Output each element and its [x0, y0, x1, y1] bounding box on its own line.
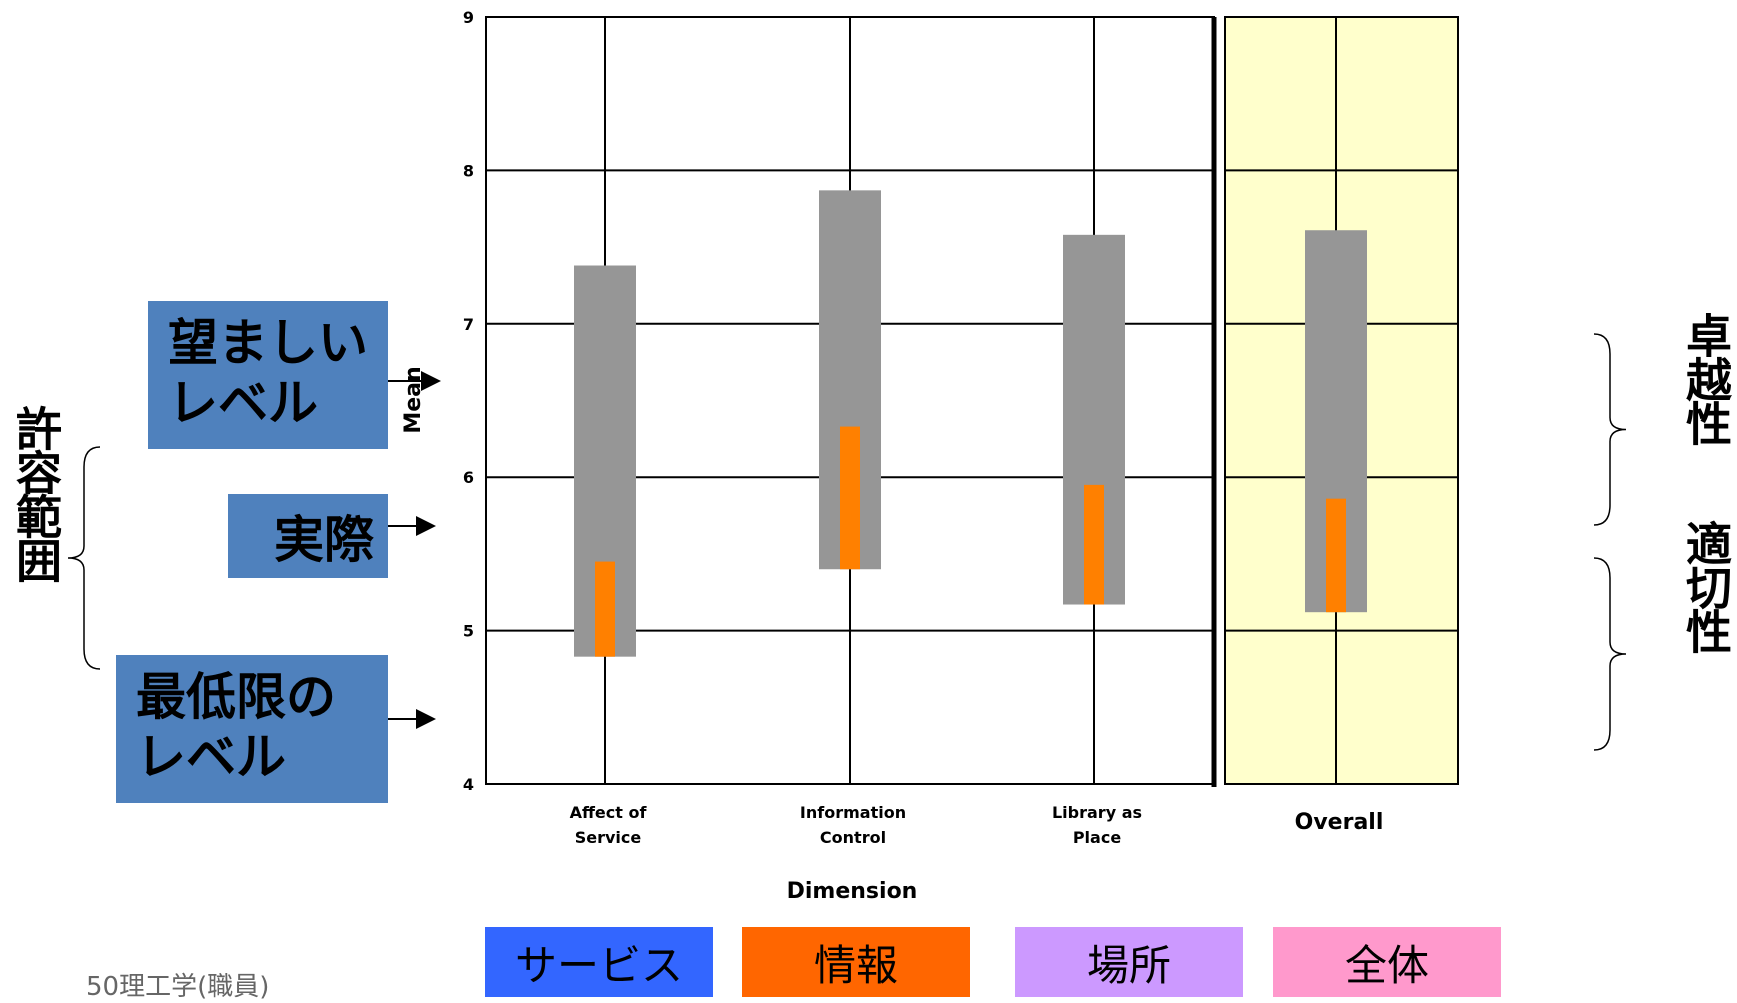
x-axis-label: Dimension	[787, 879, 918, 904]
superiority-label: 卓越性	[1679, 312, 1733, 444]
legend-overall: 全体	[1273, 927, 1501, 997]
tolerance-range-label: 許容範囲	[9, 405, 63, 581]
x-tick-label: Overall	[1295, 810, 1384, 835]
y-axis-label: Mean	[401, 366, 426, 433]
legend-service: サービス	[485, 927, 713, 997]
tolerance-brace	[67, 446, 101, 670]
perceived-bar	[840, 426, 860, 570]
desired-level-label: 望ましい レベル	[148, 301, 388, 449]
y-tick-label: 4	[463, 775, 474, 794]
minimum-level-label: 最低限の レベル	[116, 655, 388, 803]
x-tick-label: Place	[1073, 828, 1121, 847]
y-tick-label: 6	[463, 468, 474, 487]
perceived-bar	[1084, 484, 1104, 605]
perceived-bar	[1326, 498, 1346, 613]
superiority-brace	[1593, 333, 1627, 526]
perceived-level-label: 実際	[228, 494, 388, 578]
adequacy-brace	[1593, 557, 1627, 751]
adequacy-label: 適切性	[1680, 520, 1732, 652]
perceived-bar	[595, 561, 615, 657]
x-tick-label: Library as	[1052, 803, 1142, 822]
x-tick-label: Affect of	[570, 803, 648, 822]
y-tick-label: 9	[463, 8, 474, 27]
x-tick-label: Control	[820, 828, 886, 847]
y-tick-label: 5	[463, 622, 474, 641]
footer-caption: 50理工学(職員)	[86, 972, 270, 1002]
y-tick-label: 8	[463, 161, 474, 180]
legend-information: 情報	[742, 927, 970, 997]
x-tick-label: Service	[575, 828, 642, 847]
legend-place: 場所	[1015, 927, 1243, 997]
x-tick-label: Information	[800, 803, 906, 822]
y-tick-label: 7	[463, 315, 474, 334]
